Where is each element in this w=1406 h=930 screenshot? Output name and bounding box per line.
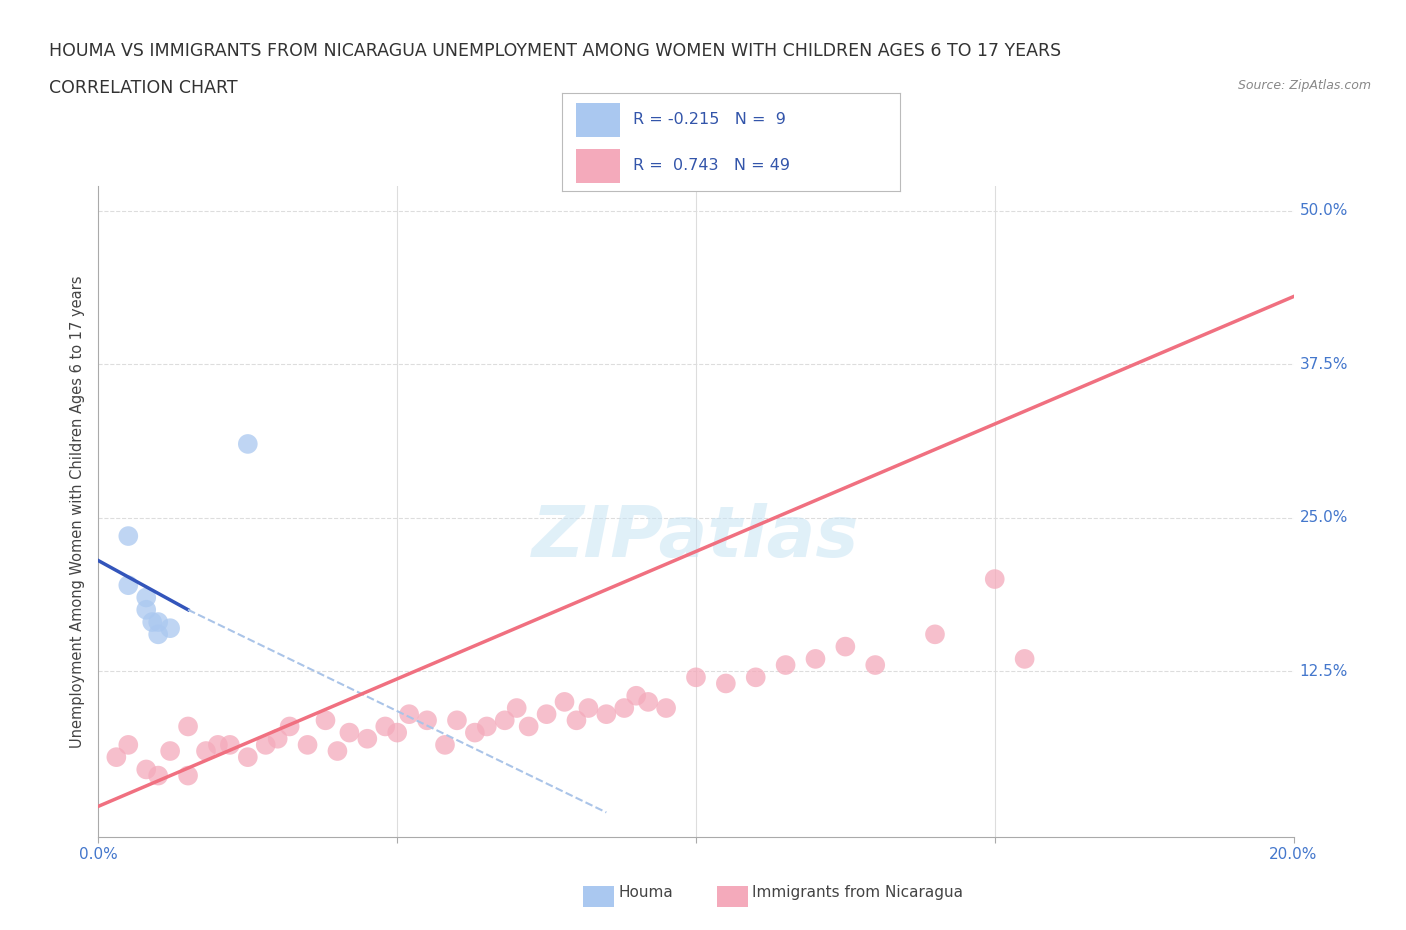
Point [135,590,157,604]
Point [1014,651,1036,666]
Point [117,578,139,592]
Text: HOUMA VS IMMIGRANTS FROM NICARAGUA UNEMPLOYMENT AMONG WOMEN WITH CHILDREN AGES 6: HOUMA VS IMMIGRANTS FROM NICARAGUA UNEMP… [49,42,1062,60]
Point [236,436,259,451]
Point [685,670,707,684]
Point [177,719,200,734]
Point [105,750,128,764]
Point [148,768,170,783]
Point [315,713,337,728]
Text: 50.0%: 50.0% [1299,203,1348,218]
Point [494,713,516,728]
Text: Houma: Houma [619,885,673,900]
Point [267,731,290,746]
FancyBboxPatch shape [576,149,620,183]
Text: R =  0.743   N = 49: R = 0.743 N = 49 [633,158,790,173]
Point [236,750,259,764]
Point [219,737,242,752]
Point [148,615,170,630]
Text: Source: ZipAtlas.com: Source: ZipAtlas.com [1237,79,1371,92]
Point [434,737,457,752]
Point [194,744,218,759]
Point [554,695,576,710]
Y-axis label: Unemployment Among Women with Children Ages 6 to 17 years: Unemployment Among Women with Children A… [70,275,86,748]
Point [536,707,558,722]
Point [159,744,181,759]
Point [506,700,529,715]
Point [745,670,768,684]
Point [207,737,229,752]
Point [446,713,468,728]
Point [865,658,887,672]
Point [159,620,181,635]
Point [148,627,170,642]
Point [177,768,200,783]
Point [475,719,498,734]
Point [464,725,486,740]
Point [714,676,737,691]
Point [983,572,1005,587]
Point [339,725,360,740]
Text: Immigrants from Nicaragua: Immigrants from Nicaragua [752,885,963,900]
Text: CORRELATION CHART: CORRELATION CHART [49,79,238,97]
Point [385,725,409,740]
Point [624,688,647,703]
Point [326,744,349,759]
Point [613,700,636,715]
Point [374,719,396,734]
Point [117,737,139,752]
Text: ZIPatlas: ZIPatlas [533,503,859,572]
Text: 25.0%: 25.0% [1299,511,1348,525]
Text: 12.5%: 12.5% [1299,664,1348,679]
Point [117,528,139,543]
Point [141,615,163,630]
Point [278,719,301,734]
Point [565,713,588,728]
Point [254,737,277,752]
Point [398,707,420,722]
Text: R = -0.215   N =  9: R = -0.215 N = 9 [633,113,786,127]
Point [356,731,378,746]
Text: 37.5%: 37.5% [1299,356,1348,372]
Point [924,627,946,642]
Point [655,700,678,715]
Point [834,639,856,654]
Point [595,707,617,722]
Point [804,651,827,666]
Point [517,719,540,734]
Point [297,737,319,752]
Point [135,603,157,618]
Point [578,700,600,715]
Point [135,762,157,777]
Point [775,658,797,672]
Point [637,695,659,710]
Point [416,713,439,728]
FancyBboxPatch shape [576,103,620,137]
